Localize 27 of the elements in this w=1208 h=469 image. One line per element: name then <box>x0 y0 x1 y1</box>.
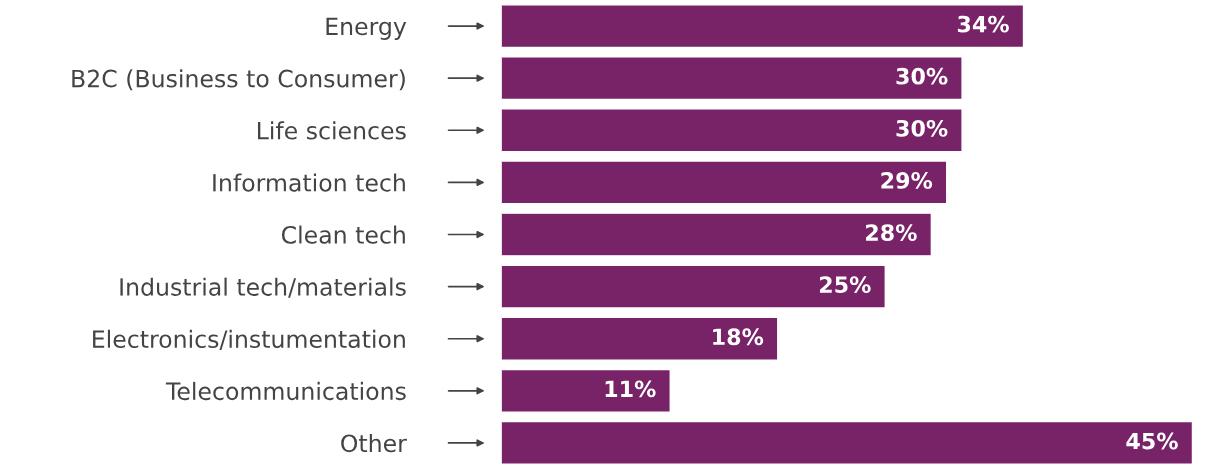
bar <box>501 316 779 361</box>
y-tick-label: Clean tech <box>281 225 405 244</box>
bar <box>501 3 1025 49</box>
data-label: 30% <box>896 119 948 137</box>
y-tick-label: Energy <box>326 17 407 40</box>
data-label: 18% <box>713 328 764 346</box>
data-label: 30% <box>896 67 948 85</box>
data-label: 34% <box>957 15 1009 33</box>
y-tick-label: Other <box>341 433 407 453</box>
y-tick-label: B2C (Business to Consumer) <box>72 69 405 91</box>
bar <box>501 420 1194 466</box>
y-tick-label: Life sciences <box>257 121 406 140</box>
y-tick-label: Telecommunications <box>165 381 406 401</box>
data-label: 29% <box>881 172 933 189</box>
bar <box>501 368 671 413</box>
bar <box>501 212 933 257</box>
y-tick-label: Industrial tech/materials <box>120 277 406 298</box>
data-label: 28% <box>866 224 917 241</box>
bar <box>501 56 963 101</box>
data-label: 25% <box>819 276 871 294</box>
data-label: 11% <box>605 380 656 398</box>
bar <box>501 160 948 205</box>
data-label: 45% <box>1126 432 1178 450</box>
y-tick-label: Electronics/instumentation <box>93 329 405 350</box>
bar <box>501 264 886 309</box>
bar <box>501 108 963 153</box>
y-tick-label: Information tech <box>213 173 405 192</box>
